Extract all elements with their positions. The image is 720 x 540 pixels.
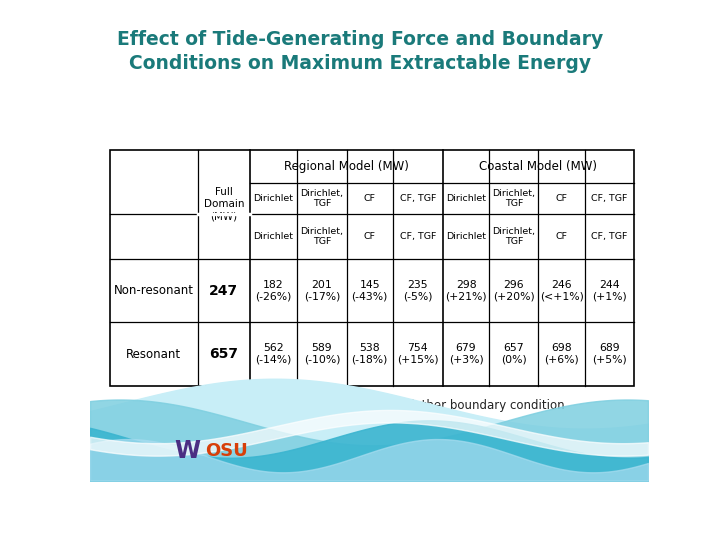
Text: CF, TGF: CF, TGF — [591, 194, 628, 203]
Text: CF, TGF: CF, TGF — [400, 232, 436, 241]
Text: CF, TGF: CF, TGF — [400, 194, 436, 203]
Text: CF: CF — [364, 232, 376, 241]
Text: Dirichlet,
TGF: Dirichlet, TGF — [492, 227, 536, 246]
Text: 244
(+1%): 244 (+1%) — [592, 280, 627, 301]
Text: Resonant: Resonant — [127, 348, 181, 361]
Text: Full
Domain
(MW): Full Domain (MW) — [204, 187, 244, 221]
Text: Regional Model (MW): Regional Model (MW) — [284, 160, 409, 173]
Text: 589
(-10%): 589 (-10%) — [304, 343, 340, 364]
Text: Dirichlet: Dirichlet — [253, 194, 294, 203]
Text: 235
(-5%): 235 (-5%) — [403, 280, 433, 301]
Text: CF = Chapman – Flather boundary condition: CF = Chapman – Flather boundary conditio… — [302, 399, 564, 412]
Text: 562
(-14%): 562 (-14%) — [256, 343, 292, 364]
Text: 298
(+21%): 298 (+21%) — [445, 280, 487, 301]
Text: CF, TGF: CF, TGF — [591, 232, 628, 241]
Text: 538
(-18%): 538 (-18%) — [351, 343, 388, 364]
Text: 689
(+5%): 689 (+5%) — [592, 343, 627, 364]
Text: 182
(-26%): 182 (-26%) — [256, 280, 292, 301]
Text: Non-resonant: Non-resonant — [114, 284, 194, 297]
Text: 657
(0%): 657 (0%) — [501, 343, 527, 364]
Text: 201
(-17%): 201 (-17%) — [304, 280, 340, 301]
Text: 657: 657 — [210, 347, 238, 361]
Text: Coastal Model (MW): Coastal Model (MW) — [480, 160, 598, 173]
Text: W: W — [175, 438, 201, 463]
Text: CF: CF — [556, 194, 567, 203]
Text: Dirichlet,
TGF: Dirichlet, TGF — [300, 189, 343, 207]
Text: CF: CF — [556, 232, 567, 241]
Text: 698
(+6%): 698 (+6%) — [544, 343, 579, 364]
Text: 754
(+15%): 754 (+15%) — [397, 343, 438, 364]
Text: 247: 247 — [210, 284, 238, 298]
Text: 246
(<+1%): 246 (<+1%) — [540, 280, 584, 301]
Text: 296
(+20%): 296 (+20%) — [493, 280, 535, 301]
Text: 679
(+3%): 679 (+3%) — [449, 343, 483, 364]
Text: Effect of Tide-Generating Force and Boundary
Conditions on Maximum Extractable E: Effect of Tide-Generating Force and Boun… — [117, 30, 603, 73]
Text: OSU: OSU — [205, 442, 248, 460]
Text: Dirichlet,
TGF: Dirichlet, TGF — [300, 227, 343, 246]
Text: 145
(-43%): 145 (-43%) — [351, 280, 388, 301]
Text: Dirichlet,
TGF: Dirichlet, TGF — [492, 189, 536, 207]
Text: Dirichlet: Dirichlet — [446, 194, 486, 203]
Text: Dirichlet: Dirichlet — [253, 232, 294, 241]
Text: CF: CF — [364, 194, 376, 203]
Text: Dirichlet: Dirichlet — [446, 232, 486, 241]
